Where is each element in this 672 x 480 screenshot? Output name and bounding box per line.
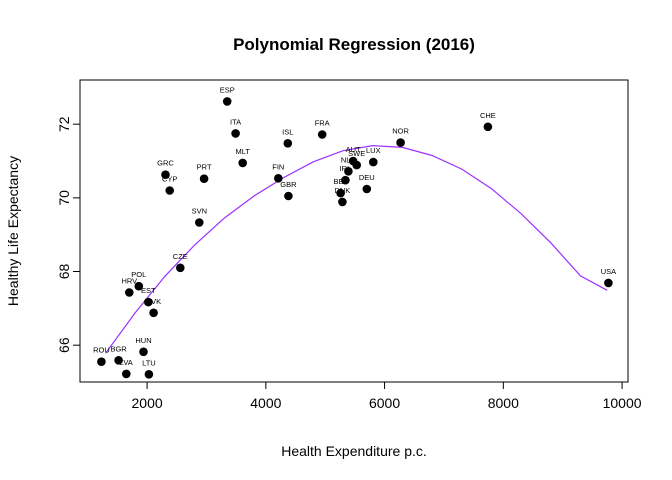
points-layer (97, 97, 613, 379)
point-label-rou: ROU (93, 346, 110, 355)
data-point-ltu (144, 370, 154, 379)
data-point-cze (176, 263, 185, 273)
data-point-hun (139, 347, 148, 357)
point-label-che: CHE (480, 111, 496, 120)
point-label-fra: FRA (315, 119, 330, 128)
data-point-bel (336, 188, 345, 198)
point-label-swe: SWE (348, 149, 365, 158)
chart-title: Polynomial Regression (2016) (233, 35, 475, 54)
y-tick-label: 68 (56, 264, 72, 280)
point-label-est: EST (141, 286, 156, 295)
point-label-hun: HUN (135, 336, 151, 345)
point-label-usa: USA (601, 267, 616, 276)
data-point-ita (231, 129, 240, 138)
data-point-lux (369, 157, 378, 167)
data-point-lva (122, 369, 131, 379)
x-tick-label: 10000 (603, 395, 642, 411)
data-point-esp (222, 97, 232, 106)
x-tick-label: 2000 (132, 395, 163, 411)
data-point-che (483, 122, 493, 132)
point-label-grc: GRC (157, 159, 174, 168)
data-point-hrv (125, 288, 134, 297)
x-axis: 2000 4000 6000 8000 10000 (132, 381, 642, 411)
point-label-esp: ESP (220, 85, 235, 94)
data-point-dnk (338, 197, 347, 207)
regression-curve-layer (105, 144, 608, 354)
point-label-nld: NLD (341, 155, 357, 164)
point-label-cyp: CYP (162, 175, 177, 184)
point-label-aut: AUT (346, 145, 361, 154)
data-point-nld (344, 167, 353, 176)
point-label-nor: NOR (392, 127, 409, 136)
data-point-prt (199, 174, 209, 183)
data-point-gbr (284, 191, 293, 201)
point-label-deu: DEU (359, 173, 375, 182)
point-label-dnk: DNK (334, 186, 350, 195)
data-point-irl (341, 175, 350, 185)
data-point-cyp (165, 186, 174, 195)
x-tick-label: 4000 (250, 395, 281, 411)
y-tick-label: 66 (56, 337, 72, 353)
data-point-fin (274, 174, 283, 183)
data-point-fra (317, 130, 327, 139)
data-point-nor (396, 138, 405, 147)
point-label-isl: ISL (282, 127, 293, 136)
point-label-ltu: LTU (142, 358, 156, 367)
point-label-gbr: GBR (280, 180, 297, 189)
point-label-cze: CZE (173, 252, 188, 261)
data-point-rou (97, 357, 106, 367)
data-point-svk (149, 308, 158, 318)
y-tick-label: 72 (56, 116, 72, 132)
data-point-svn (195, 218, 204, 227)
point-label-svn: SVN (192, 207, 207, 216)
x-tick-label: 6000 (369, 395, 400, 411)
data-point-deu (362, 184, 372, 194)
point-label-hrv: HRV (121, 277, 137, 286)
x-tick-label: 8000 (488, 395, 519, 411)
regression-curve (105, 144, 608, 354)
point-label-mlt: MLT (235, 147, 250, 156)
data-point-bgr (114, 356, 123, 365)
point-label-lux: LUX (366, 146, 381, 155)
data-point-est (144, 297, 153, 307)
point-label-svk: SVK (146, 297, 161, 306)
data-point-swe (352, 160, 362, 170)
data-point-grc (161, 170, 170, 179)
point-label-lva: LVA (120, 358, 133, 367)
x-axis-label: Health Expenditure p.c. (281, 443, 427, 459)
plot-frame (79, 79, 629, 383)
data-point-isl (283, 139, 293, 148)
y-axis: 66 68 70 72 (56, 116, 81, 353)
data-point-pol (134, 281, 144, 291)
point-label-irl: IRL (340, 164, 352, 173)
y-tick-label: 70 (56, 190, 72, 206)
y-axis-label: Healthy Life Expectancy (5, 156, 21, 306)
data-point-mlt (238, 158, 247, 168)
point-label-ita: ITA (230, 117, 241, 126)
point-label-prt: PRT (197, 163, 212, 172)
point-label-fin: FIN (272, 162, 284, 171)
point-label-bel: BEL (334, 177, 348, 186)
data-point-usa (604, 278, 613, 288)
point-label-pol: POL (131, 270, 146, 279)
point-label-bgr: BGR (110, 344, 127, 353)
